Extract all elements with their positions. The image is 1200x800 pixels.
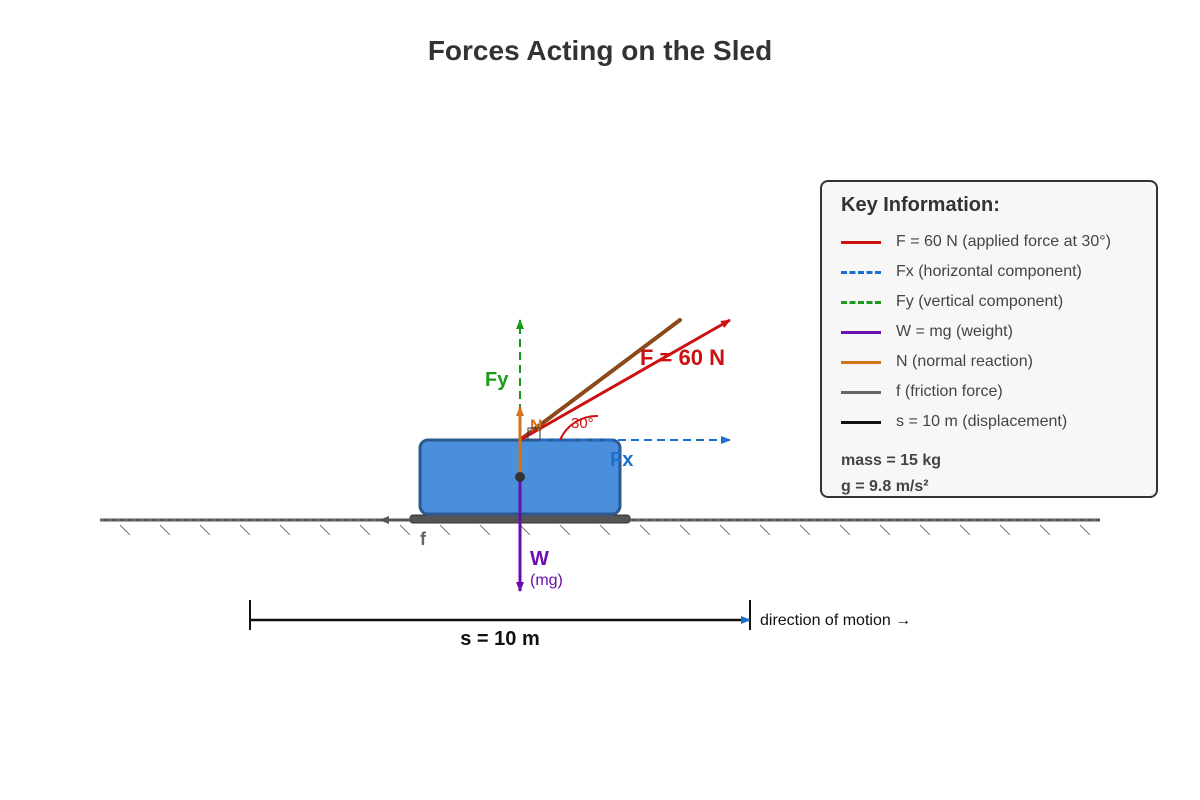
ground-hatch-mark — [919, 524, 931, 536]
angle-arc — [559, 414, 599, 441]
ground-hatch-mark — [159, 524, 171, 536]
ground-hatch-mark — [399, 524, 411, 536]
ground-hatch-mark — [479, 524, 491, 536]
ground-hatch-mark — [199, 524, 211, 536]
key-item: Fx (horizontal component) — [841, 262, 1151, 282]
ground-hatch-mark — [799, 524, 811, 536]
key-swatch — [841, 331, 881, 334]
key-swatch — [841, 241, 881, 244]
key-mass: mass = 15 kg — [841, 452, 942, 469]
ground-hatch-mark — [279, 524, 291, 536]
friction-label: f — [420, 529, 427, 549]
key-item: s = 10 m (displacement) — [841, 412, 1151, 432]
angle-label: 30° — [571, 415, 594, 432]
right-angle-marker — [527, 427, 541, 440]
key-swatch — [841, 361, 881, 364]
fy-label: Fy — [485, 369, 509, 391]
ground-hatch-mark — [319, 524, 331, 536]
ground-hatch-mark — [999, 524, 1011, 536]
key-item-label: f (friction force) — [896, 383, 1003, 400]
ground-hatch-mark — [519, 524, 531, 536]
key-item-label: N (normal reaction) — [896, 353, 1033, 370]
ground-hatch-mark — [1039, 524, 1051, 536]
ground-hatch-mark — [839, 524, 851, 536]
key-swatch — [841, 301, 881, 304]
key-item-label: W = mg (weight) — [896, 323, 1013, 340]
key-title: Key Information: — [841, 194, 1000, 216]
ground-hatch-mark — [879, 524, 891, 536]
displacement-label: s = 10 m — [460, 628, 540, 650]
center-of-mass-dot — [515, 472, 525, 482]
ground-hatch-mark — [759, 524, 771, 536]
key-item-label: Fx (horizontal component) — [896, 263, 1082, 280]
key-swatch — [841, 421, 881, 424]
key-item: F = 60 N (applied force at 30°) — [841, 232, 1151, 252]
ground-hatch-mark — [359, 524, 371, 536]
ground-hatch-mark — [719, 524, 731, 536]
fx-label: Fx — [610, 449, 633, 471]
key-swatch — [841, 271, 881, 274]
ground-hatching — [119, 524, 1091, 536]
weight-mg-label: (mg) — [530, 572, 563, 589]
key-item-label: F = 60 N (applied force at 30°) — [896, 233, 1111, 250]
ground-hatch-mark — [439, 524, 451, 536]
key-item-label: Fy (vertical component) — [896, 293, 1064, 310]
key-item: Fy (vertical component) — [841, 292, 1151, 312]
ground-hatch-mark — [1079, 524, 1091, 536]
diagram-title: Forces Acting on the Sled — [428, 35, 772, 66]
ground-hatch-mark — [959, 524, 971, 536]
key-item: N (normal reaction) — [841, 352, 1151, 372]
ground-hatch-mark — [599, 524, 611, 536]
ground-hatch-mark — [119, 524, 131, 536]
key-item: f (friction force) — [841, 382, 1151, 402]
ground-hatch-mark — [239, 524, 251, 536]
key-item: W = mg (weight) — [841, 322, 1151, 342]
rope — [518, 318, 682, 442]
weight-label: W — [530, 548, 549, 570]
applied-force-arrow — [519, 318, 731, 442]
applied-force-label: F = 60 N — [640, 345, 725, 370]
normal-force-label: N — [530, 416, 542, 435]
key-swatch — [841, 391, 881, 394]
key-gravity: g = 9.8 m/s² — [841, 478, 929, 495]
key-item-label: s = 10 m (displacement) — [896, 413, 1068, 430]
ground-hatch-mark — [639, 524, 651, 536]
ground-hatch-mark — [679, 524, 691, 536]
direction-of-motion-label: direction of motion → — [760, 612, 911, 629]
ground-hatch-mark — [559, 524, 571, 536]
key-information-panel: Key Information: F = 60 N (applied force… — [820, 180, 1158, 498]
